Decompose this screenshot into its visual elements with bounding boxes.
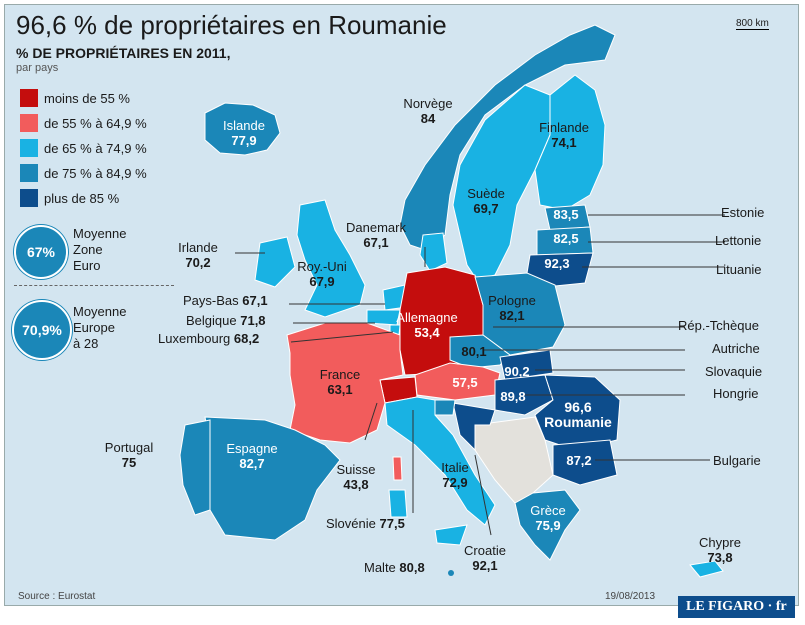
average-euro-value: 67%: [26, 244, 56, 260]
legend-swatch: [20, 89, 38, 107]
legend-swatch: [20, 189, 38, 207]
legend-item: de 65 % à 74,9 %: [20, 139, 147, 157]
value-autriche: 57,5: [452, 375, 478, 390]
country-slovaquie: [499, 349, 554, 381]
country-royuni: [296, 199, 366, 318]
name-lettonie: Lettonie: [715, 233, 762, 248]
average-euro-label: Moyenne Zone Euro: [73, 226, 126, 274]
country-grece: [514, 489, 581, 561]
country-reptcheque: [449, 334, 511, 369]
label-roumanie: 96,6 Roumanie: [544, 399, 612, 430]
label-royuni: Roy.-Uni 67,9: [297, 259, 347, 289]
legend-item: de 55 % à 64,9 %: [20, 114, 147, 132]
value-reptcheque: 80,1: [461, 344, 487, 359]
average-europe-line: à 28: [73, 336, 99, 351]
label-luxembourg: Luxembourg 68,2: [158, 331, 260, 346]
average-euro-line: Moyenne: [73, 226, 127, 241]
average-europe-line: Moyenne: [73, 304, 127, 319]
name-reptcheque: Rép.-Tchèque: [678, 318, 759, 333]
country-islande: [204, 102, 281, 156]
country-danemark: [419, 232, 448, 272]
name-autriche: Autriche: [712, 341, 760, 356]
europe-map: [179, 24, 725, 578]
country-irlande: [254, 236, 296, 288]
label-france: France 63,1: [319, 367, 361, 397]
label-suisse: Suisse 43,8: [336, 462, 376, 492]
country-croatie: [452, 402, 496, 452]
value-lituanie: 92,3: [544, 256, 570, 271]
country-malte: [448, 570, 454, 576]
average-europe-circle: 70,9%: [12, 300, 72, 360]
country-sardaigne: [388, 489, 408, 518]
legend-label: de 75 % à 84,9 %: [44, 165, 147, 181]
label-portugal: Portugal 75: [104, 440, 154, 470]
name-slovaquie: Slovaquie: [705, 364, 763, 379]
label-chypre: Chypre 73,8: [699, 535, 741, 565]
average-europe-label: Moyenne Europe à 28: [73, 304, 126, 352]
average-euro-line: Euro: [73, 258, 101, 273]
legend-swatch: [20, 139, 38, 157]
label-islande: Islande 77,9: [223, 118, 265, 148]
date-text: 19/08/2013: [605, 591, 656, 602]
label-slovenie: Slovénie 77,5: [326, 516, 405, 531]
legend-label: de 65 % à 74,9 %: [44, 140, 147, 156]
average-euro-line: Zone: [73, 242, 103, 257]
figaro-logo: LE FIGARO · fr: [678, 596, 795, 618]
value-bulgarie: 87,2: [566, 453, 592, 468]
country-pologne: [474, 272, 566, 356]
map-frame: [4, 4, 799, 606]
country-corse: [392, 456, 403, 481]
label-danemark: Danemark 67,1: [346, 220, 406, 250]
average-divider: [14, 285, 174, 286]
average-europe-line: Europe: [73, 320, 115, 335]
label-paysbas: Pays-Bas 67,1: [183, 293, 268, 308]
label-grece: Grèce 75,9: [530, 503, 566, 533]
legend-label: moins de 55 %: [44, 90, 130, 106]
name-hongrie: Hongrie: [713, 386, 759, 401]
value-lettonie: 82,5: [553, 231, 579, 246]
average-europe-value: 70,9%: [22, 322, 62, 338]
source-text: Source : Eurostat: [18, 591, 96, 602]
label-malte: Malte 80,8: [364, 560, 425, 575]
legend-item: plus de 85 %: [20, 189, 119, 207]
name-lituanie: Lituanie: [716, 262, 762, 277]
legend-label: de 55 % à 64,9 %: [44, 115, 147, 131]
page-subsubtitle: par pays: [16, 62, 59, 74]
average-euro-circle: 67%: [14, 225, 68, 279]
legend-item: de 75 % à 84,9 %: [20, 164, 147, 182]
legend-label: plus de 85 %: [44, 190, 120, 206]
value-slovaquie: 90,2: [504, 364, 530, 379]
legend-swatch: [20, 114, 38, 132]
label-croatie: Croatie 92,1: [464, 543, 506, 573]
scale-label: 800 km: [736, 18, 769, 30]
country-lituanie: [526, 252, 594, 288]
label-norvege: Norvège 84: [403, 96, 453, 126]
legend-item: moins de 55 %: [20, 89, 130, 107]
value-estonie: 83,5: [553, 207, 579, 222]
country-finlande: [534, 74, 606, 211]
country-portugal: [179, 419, 211, 516]
label-irlande: Irlande 70,2: [178, 240, 218, 270]
label-pologne: Pologne 82,1: [488, 293, 536, 323]
legend-swatch: [20, 164, 38, 182]
label-italie: Italie 72,9: [441, 460, 469, 490]
country-sicile: [434, 524, 468, 546]
leader-lines: [235, 214, 725, 536]
label-espagne: Espagne 82,7: [226, 441, 278, 471]
label-allemagne: Allemagne 53,4: [396, 310, 458, 340]
value-hongrie: 89,8: [500, 389, 526, 404]
country-slovenie: [432, 399, 456, 416]
label-belgique: Belgique 71,8: [186, 313, 266, 328]
name-estonie: Estonie: [721, 205, 765, 220]
label-finlande: Finlande 74,1: [539, 120, 589, 150]
label-suede: Suède 69,7: [467, 186, 505, 216]
country-bulgarie: [552, 439, 618, 486]
page-title: 96,6 % de propriétaires en Roumanie: [16, 10, 447, 40]
country-hongrie: [494, 374, 554, 416]
country-chypre: [689, 560, 724, 578]
page-subtitle: % DE PROPRIÉTAIRES EN 2011,: [16, 45, 231, 61]
name-bulgarie: Bulgarie: [713, 453, 761, 468]
